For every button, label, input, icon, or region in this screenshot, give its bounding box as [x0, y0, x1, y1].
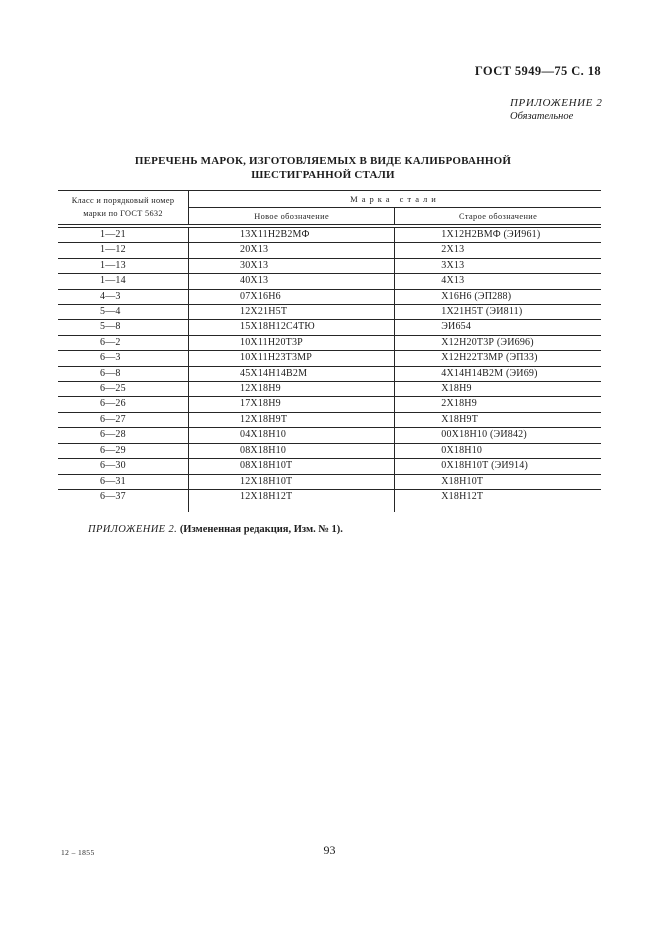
- cell-new-designation: 30Х13: [188, 258, 396, 275]
- cell-class-and-number: 5—8: [58, 319, 189, 336]
- cell-old-designation: 4Х13: [394, 273, 601, 290]
- table-row: 6—37 12Х18Н12Т Х18Н12Т: [58, 489, 601, 505]
- column-group-header-steel-grade: Марка стали: [188, 190, 601, 208]
- cell-class-and-number: 6—2: [58, 335, 189, 352]
- table-row: 6—3 10Х11Н23Т3МР Х12Н22Т3МР (ЭП33): [58, 350, 601, 367]
- table-row: 6—30 08Х18Н10Т 0Х18Н10Т (ЭИ914): [58, 458, 601, 475]
- cell-class-and-number: 6—25: [58, 381, 189, 398]
- cell-class-and-number: 6—27: [58, 412, 189, 429]
- appendix-block: ПРИЛОЖЕНИЕ 2 Обязательное: [510, 96, 602, 124]
- cell-old-designation: Х18Н12Т: [441, 490, 484, 502]
- cell-new-designation: 08Х18Н10: [188, 443, 396, 460]
- revision-footnote: ПРИЛОЖЕНИЕ 2. (Измененная редакция, Изм.…: [88, 524, 343, 535]
- cell-class-and-number: 5—4: [58, 304, 189, 321]
- table-row: 6—25 12Х18Н9 Х18Н9: [58, 381, 601, 398]
- column-header-old-designation: Старое обозначение: [394, 207, 601, 228]
- cell-new-designation: 08Х18Н10Т: [188, 458, 396, 475]
- table-row: 1—12 20Х13 2Х13: [58, 242, 601, 259]
- stub-cell: [188, 504, 396, 513]
- appendix-label: ПРИЛОЖЕНИЕ 2: [510, 97, 603, 109]
- stub-cell: [395, 504, 601, 512]
- cell-old-designation: Х18Н9Т: [394, 412, 601, 429]
- cell-class-and-number: 4—3: [58, 289, 189, 306]
- table-row: 5—8 15Х18Н12С4ТЮ ЭИ654: [58, 319, 601, 336]
- column-header-class-number: Класс и порядковый номер марки по ГОСТ 5…: [58, 190, 189, 228]
- table-row: 6—28 04Х18Н10 00Х18Н10 (ЭИ842): [58, 427, 601, 444]
- table-row: 1—21 13Х11Н2В2МФ 1Х12Н2ВМФ (ЭИ961): [58, 226, 601, 244]
- cell-class-and-number: 6—37: [58, 489, 189, 505]
- cell-new-designation: 10Х11Н20Т3Р: [188, 335, 396, 352]
- cell-old-designation: 2Х18Н9: [394, 396, 601, 413]
- cell-old-designation: Х18Н10Т: [394, 474, 601, 490]
- table-row: 4—3 07Х16Н6 Х16Н6 (ЭП288): [58, 289, 601, 306]
- cell-class-and-number: 1—21: [58, 226, 189, 244]
- cell-old-designation: 1Х21Н5Т (ЭИ811): [394, 304, 601, 321]
- cell-new-designation: 12Х18Н10Т: [188, 474, 396, 490]
- cell-new-designation: 12Х18Н9: [188, 381, 396, 398]
- cell-new-designation: 12Х21Н5Т: [188, 304, 396, 321]
- cell-old-designation: Х16Н6 (ЭП288): [394, 289, 601, 306]
- cell-class-and-number: 1—14: [58, 273, 189, 290]
- table-row: 6—26 17Х18Н9 2Х18Н9: [58, 396, 601, 413]
- cell-new-designation: 45Х14Н14В2М: [188, 366, 396, 383]
- print-order-code: 12 – 1855: [61, 848, 95, 857]
- cell-class-and-number: 6—3: [58, 350, 189, 367]
- page-title-line1: ПЕРЕЧЕНЬ МАРОК, ИЗГОТОВЛЯЕМЫХ В ВИДЕ КАЛ…: [134, 155, 512, 167]
- cell-old-designation: 0Х18Н10: [394, 443, 601, 460]
- cell-new-designation: 17Х18Н9: [188, 396, 396, 413]
- cell-old-designation: 2Х13: [394, 242, 601, 259]
- cell-class-and-number: 6—30: [58, 458, 189, 475]
- cell-class-and-number: 6—8: [58, 366, 189, 383]
- table-bottom-stub-row: [58, 504, 601, 513]
- footnote-appendix-ref: ПРИЛОЖЕНИЕ 2.: [88, 524, 178, 535]
- cell-old-designation: 00Х18Н10 (ЭИ842): [394, 427, 601, 444]
- cell-class-and-number: 6—26: [58, 396, 189, 413]
- cell-old-designation: 3Х13: [394, 258, 601, 275]
- table-row: 1—14 40Х13 4Х13: [58, 273, 601, 290]
- cell-new-designation: 20Х13: [188, 242, 396, 259]
- page-number: 93: [323, 843, 336, 857]
- cell-new-designation: 12Х18Н9Т: [188, 412, 396, 429]
- cell-new-designation: 04Х18Н10: [188, 427, 396, 444]
- cell-new-designation: 15Х18Н12С4ТЮ: [188, 319, 396, 336]
- cell-new-designation: 40Х13: [188, 273, 396, 290]
- cell-new-designation: 12Х18Н12Т: [188, 489, 396, 505]
- table-body: 1—21 13Х11Н2В2МФ 1Х12Н2ВМФ (ЭИ961) 1—12 20Х1…: [58, 226, 601, 505]
- cell-class-and-number: 1—13: [58, 258, 189, 275]
- table-row: 6—27 12Х18Н9Т Х18Н9Т: [58, 412, 601, 429]
- cell-new-designation: 13Х11Н2В2МФ: [188, 226, 396, 244]
- footnote-revision-note: (Измененная редакция, Изм. № 1).: [179, 524, 343, 535]
- cell-new-designation: 10Х11Н23Т3МР: [188, 350, 396, 367]
- table-row: 6—29 08Х18Н10 0Х18Н10: [58, 443, 601, 460]
- document-reference: ГОСТ 5949—75 С. 18: [474, 64, 601, 78]
- cell-old-designation: Х18Н9: [394, 381, 601, 398]
- page-title-line2: ШЕСТИГРАННОЙ СТАЛИ: [251, 169, 395, 182]
- cell-class-and-number: 1—12: [58, 242, 189, 259]
- cell-old-designation: ЭИ654: [394, 319, 601, 336]
- steel-grades-table: Класс и порядковый номер марки по ГОСТ 5…: [58, 190, 601, 513]
- table-header: Класс и порядковый номер марки по ГОСТ 5…: [58, 190, 601, 228]
- column-header-class-line2: марки по ГОСТ 5632: [83, 208, 163, 218]
- cell-old-designation: 4Х14Н14В2М (ЭИ69): [394, 366, 601, 383]
- column-header-new-designation: Новое обозначение: [188, 207, 396, 228]
- cell-old-designation: 1Х12Н2ВМФ (ЭИ961): [394, 226, 601, 244]
- cell-class-and-number: 6—31: [58, 474, 189, 490]
- table-open-bottom: [58, 504, 601, 513]
- stub-cell: [58, 504, 189, 513]
- table-row: 6—2 10Х11Н20Т3Р Х12Н20Т3Р (ЭИ696): [58, 335, 601, 352]
- table-row: 6—31 12Х18Н10Т Х18Н10Т: [58, 474, 601, 490]
- appendix-type: Обязательное: [510, 111, 574, 123]
- cell-old-designation: 0Х18Н10Т (ЭИ914): [394, 458, 601, 475]
- table-row: 5—4 12Х21Н5Т 1Х21Н5Т (ЭИ811): [58, 304, 601, 321]
- table-row: 6—8 45Х14Н14В2М 4Х14Н14В2М (ЭИ69): [58, 366, 601, 383]
- cell-old-designation: Х12Н20Т3Р (ЭИ696): [394, 335, 601, 352]
- cell-class-and-number: 6—29: [58, 443, 189, 460]
- cell-old-designation: Х12Н22Т3МР (ЭП33): [394, 350, 601, 367]
- cell-new-designation: 07Х16Н6: [188, 289, 396, 306]
- column-header-class-line1: Класс и порядковый номер: [71, 196, 175, 206]
- table-row: 1—13 30Х13 3Х13: [58, 258, 601, 275]
- page-title: ПЕРЕЧЕНЬ МАРОК, ИЗГОТОВЛЯЕМЫХ В ВИДЕ КАЛ…: [58, 154, 588, 183]
- cell-class-and-number: 6—28: [58, 427, 189, 444]
